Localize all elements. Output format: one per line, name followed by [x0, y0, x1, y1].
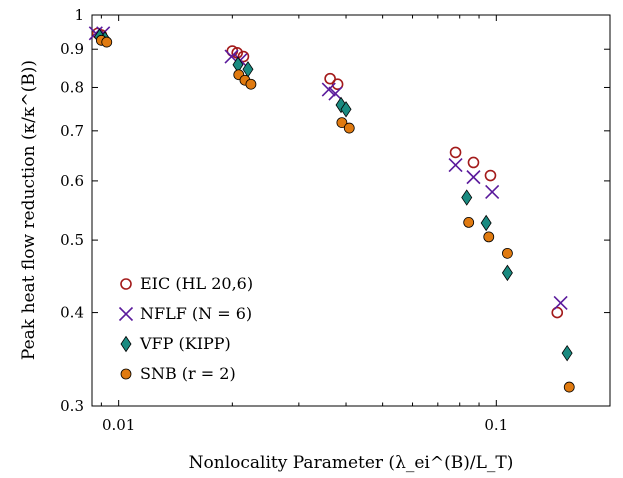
y-tick-label: 0.9	[60, 40, 84, 58]
data-point	[461, 189, 473, 206]
data-point	[449, 146, 462, 159]
data-point	[101, 36, 113, 48]
y-tick-label: 0.3	[60, 397, 84, 415]
axis-tick-labels: 0.01 0.1 0.3 0.4 0.5 0.6 0.7 0.8 0.9 1	[60, 6, 508, 434]
legend-label: NFLF (N = 6)	[140, 304, 252, 323]
data-point	[553, 295, 568, 311]
data-point	[501, 264, 513, 282]
plot-frame	[91, 14, 611, 407]
legend-marker	[120, 368, 132, 380]
data-point	[324, 72, 336, 85]
legend-label: EIC (HL 20,6)	[140, 274, 253, 293]
data-point	[561, 344, 573, 362]
legend-item: NFLF (N = 6)	[118, 304, 252, 323]
data-point	[502, 247, 513, 259]
legend-marker	[120, 278, 132, 290]
legend-label: VFP (KIPP)	[139, 334, 231, 353]
legend: EIC (HL 20,6) NFLF (N = 6) VFP (KIPP) SNB (…	[102, 264, 288, 392]
x-axis-label-main: Nonlocality Parameter (λ_ei^(B)/L_T)	[189, 453, 514, 473]
y-tick-label: 0.8	[60, 78, 84, 96]
x-axis-label: Nonlocality Parameter (λ_ei^(B)/L_T)	[189, 453, 514, 473]
y-axis-label: Peak heat flow reduction (κ/κ^(B))	[19, 60, 39, 360]
x-tick-label: 0.01	[102, 416, 135, 434]
data-point	[336, 117, 348, 128]
legend-box	[102, 264, 288, 392]
data-point	[321, 82, 336, 97]
legend-item: VFP (KIPP)	[120, 334, 231, 353]
legend-item: SNB (r = 2)	[120, 364, 236, 383]
legend-item: EIC (HL 20,6)	[120, 274, 253, 293]
data-point	[245, 78, 257, 90]
y-tick-label: 1	[74, 6, 84, 24]
data-point	[463, 217, 475, 228]
data-point	[448, 157, 463, 173]
legend-marker	[120, 335, 132, 353]
plot-area-border	[91, 14, 611, 407]
legend-label: SNB (r = 2)	[140, 364, 236, 383]
legend-marker	[118, 306, 134, 322]
data-point	[237, 50, 250, 63]
data-point	[331, 78, 344, 91]
y-tick-label: 0.7	[60, 122, 84, 140]
data-point	[467, 156, 480, 169]
data-points	[88, 26, 575, 393]
series-filled-circle	[95, 34, 575, 393]
x-tick-label: 0.1	[484, 416, 508, 434]
data-point	[563, 381, 575, 393]
axis-ticks	[92, 14, 610, 407]
data-point	[480, 214, 492, 232]
data-point	[343, 122, 355, 134]
y-tick-label: 0.6	[60, 172, 84, 190]
y-tick-label: 0.4	[60, 304, 84, 322]
y-tick-label: 0.5	[60, 231, 84, 249]
data-point	[551, 306, 564, 319]
data-point	[340, 101, 352, 118]
data-point	[328, 86, 343, 101]
data-point	[466, 170, 481, 185]
data-point	[485, 184, 500, 199]
data-point	[483, 231, 495, 243]
data-point	[484, 169, 497, 182]
